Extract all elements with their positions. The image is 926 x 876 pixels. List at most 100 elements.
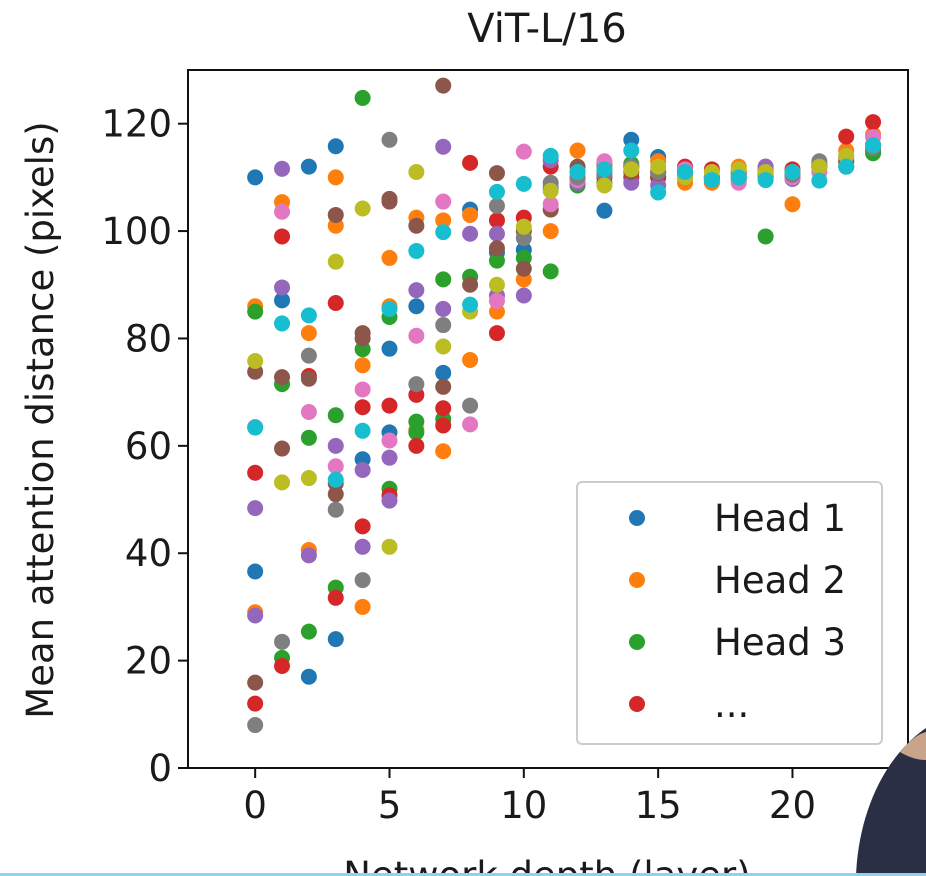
data-point — [435, 378, 452, 395]
legend-marker-more — [629, 696, 645, 712]
legend-marker-head-3 — [629, 634, 645, 650]
video-progress-strip — [0, 873, 926, 876]
data-point — [327, 407, 344, 424]
x-tick-label: 15 — [635, 784, 682, 827]
data-point — [300, 307, 317, 324]
data-point — [381, 432, 398, 449]
data-point — [435, 417, 452, 434]
data-point — [327, 501, 344, 518]
plot-frame — [187, 69, 909, 769]
data-point — [247, 674, 264, 691]
data-point — [542, 182, 559, 199]
data-point — [381, 300, 398, 317]
data-point — [784, 164, 801, 181]
data-point — [435, 138, 452, 155]
data-point — [865, 114, 882, 131]
data-point — [327, 295, 344, 312]
data-point — [354, 598, 371, 615]
data-point — [462, 351, 479, 368]
data-point — [381, 249, 398, 266]
x-axis-label: Network depth (layer) — [343, 854, 750, 876]
data-point — [488, 212, 505, 229]
data-point — [247, 303, 264, 320]
data-point — [408, 437, 425, 454]
data-point — [623, 161, 640, 178]
data-point — [757, 172, 774, 189]
data-point — [703, 172, 720, 189]
data-point — [462, 296, 479, 313]
data-point — [408, 164, 425, 181]
data-point — [354, 89, 371, 106]
data-point — [274, 203, 291, 220]
data-point — [488, 225, 505, 242]
data-point — [300, 668, 317, 685]
data-point — [354, 422, 371, 439]
data-point — [488, 276, 505, 293]
legend-box — [576, 481, 883, 745]
data-point — [677, 164, 694, 181]
y-tick-label: 80 — [125, 317, 172, 360]
y-tick-label: 20 — [125, 640, 172, 683]
data-point — [354, 538, 371, 555]
data-point — [354, 572, 371, 589]
data-point — [354, 518, 371, 535]
data-point — [300, 370, 317, 387]
data-point — [300, 347, 317, 364]
data-point — [274, 160, 291, 177]
data-point — [274, 474, 291, 491]
legend-marker-head-2 — [629, 572, 645, 588]
data-point — [247, 717, 264, 734]
data-point — [274, 292, 291, 309]
data-point — [650, 158, 667, 175]
data-point — [515, 175, 532, 192]
data-point — [327, 169, 344, 186]
data-point — [488, 325, 505, 342]
data-point — [300, 429, 317, 446]
data-point — [838, 128, 855, 145]
data-point — [354, 381, 371, 398]
data-point — [488, 252, 505, 269]
data-point — [462, 397, 479, 414]
x-tick-label: 5 — [378, 784, 402, 827]
legend: Head 1 Head 2 Head 3 ... — [576, 481, 883, 745]
data-point — [596, 161, 613, 178]
data-point — [354, 325, 371, 342]
data-point — [247, 563, 264, 580]
data-point — [274, 657, 291, 674]
data-point — [327, 589, 344, 606]
data-point — [515, 143, 532, 160]
data-point — [300, 325, 317, 342]
data-point — [462, 154, 479, 171]
data-point — [327, 631, 344, 648]
data-point — [488, 292, 505, 309]
data-point — [354, 399, 371, 416]
data-point — [300, 404, 317, 421]
legend-label-head-1: Head 1 — [714, 497, 846, 540]
data-point — [381, 492, 398, 509]
data-point — [784, 196, 801, 213]
data-point — [354, 462, 371, 479]
data-point — [247, 464, 264, 481]
data-point — [623, 142, 640, 159]
data-point — [569, 164, 586, 181]
data-point — [435, 400, 452, 417]
data-point — [488, 183, 505, 200]
data-point — [274, 315, 291, 332]
data-point — [408, 217, 425, 234]
data-point — [327, 138, 344, 155]
data-point — [515, 218, 532, 235]
data-point — [408, 376, 425, 393]
y-axis-label: Mean attention distance (pixels) — [19, 121, 62, 718]
y-tick-label: 60 — [125, 425, 172, 468]
data-point — [408, 242, 425, 259]
data-point — [650, 184, 667, 201]
data-point — [354, 357, 371, 374]
data-point — [515, 260, 532, 277]
y-tick-label: 0 — [148, 747, 172, 790]
presenter-silhouette — [856, 728, 926, 876]
data-point — [811, 158, 828, 175]
data-point — [408, 327, 425, 344]
data-point — [435, 443, 452, 460]
